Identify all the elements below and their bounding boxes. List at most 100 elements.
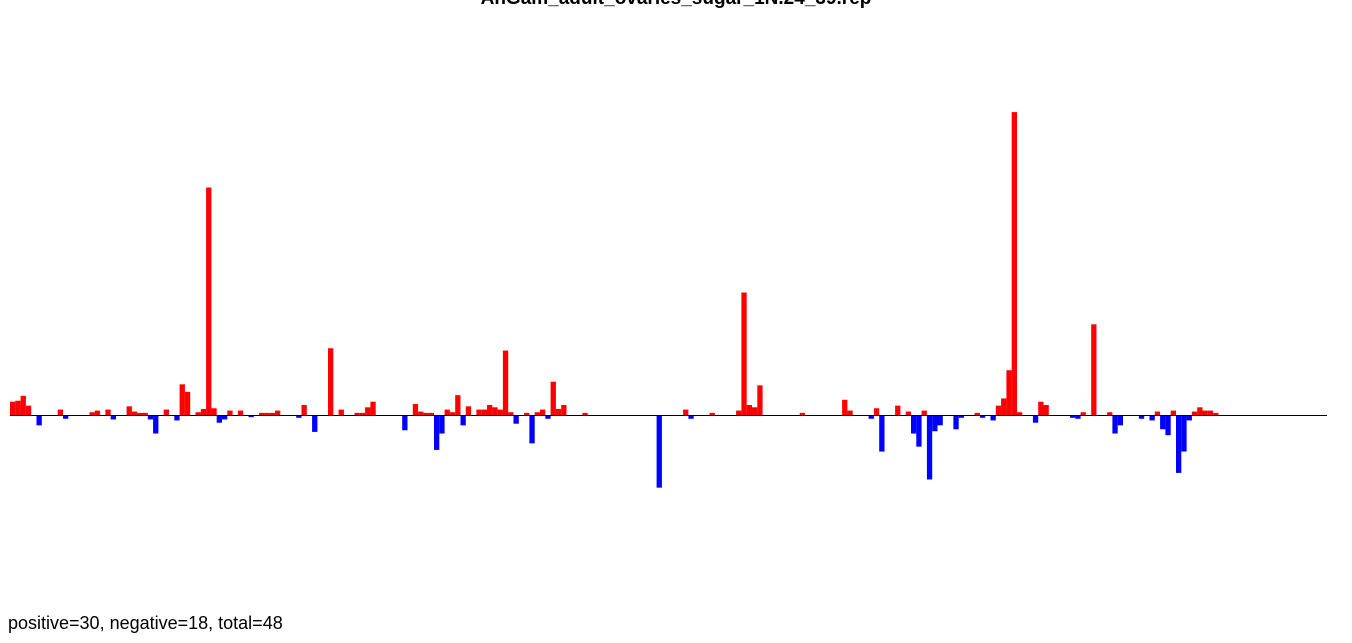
- bar-negative: [36, 415, 42, 426]
- bar-positive: [555, 408, 562, 416]
- bar-positive: [418, 411, 424, 416]
- bar-negative: [868, 415, 874, 419]
- bar-positive: [15, 400, 21, 416]
- bar-negative: [916, 415, 922, 447]
- bar-positive: [89, 412, 95, 416]
- bar-positive: [137, 412, 143, 416]
- bar-negative: [926, 415, 933, 480]
- bar-negative: [879, 415, 885, 452]
- bar-positive: [57, 409, 63, 416]
- bar-positive: [492, 407, 498, 416]
- bar-positive: [338, 409, 344, 416]
- bar-positive: [428, 412, 434, 416]
- bar-positive: [1202, 410, 1208, 416]
- bar-positive: [1213, 412, 1219, 416]
- bar-negative: [402, 415, 408, 431]
- bar-positive: [540, 409, 546, 416]
- bar-negative: [990, 415, 996, 421]
- bar-positive: [974, 412, 980, 416]
- bar-negative: [1149, 415, 1155, 421]
- bar-positive: [1043, 405, 1049, 416]
- bar-positive: [1011, 112, 1017, 416]
- bar-positive: [799, 412, 805, 416]
- bar-positive: [211, 408, 217, 416]
- bar-positive: [227, 410, 233, 416]
- bar-negative: [953, 415, 959, 430]
- bar-negative: [656, 415, 662, 488]
- bar-positive: [1017, 412, 1023, 416]
- bar-negative: [222, 415, 228, 420]
- bar-positive: [683, 409, 689, 416]
- bar-positive: [905, 411, 911, 416]
- bar-positive: [746, 405, 752, 416]
- bar-positive: [365, 407, 371, 416]
- bar-negative: [688, 415, 694, 419]
- bar-positive: [423, 412, 429, 416]
- bar-positive: [1038, 401, 1044, 416]
- bar-positive: [200, 408, 207, 416]
- bar-positive: [1191, 411, 1198, 416]
- bar-positive: [550, 381, 556, 416]
- bar-positive: [301, 405, 307, 416]
- bar-positive: [741, 292, 747, 416]
- bar-positive: [455, 395, 461, 416]
- bar-positive: [508, 412, 514, 416]
- bar-positive: [179, 384, 185, 416]
- bar-positive: [195, 412, 201, 416]
- bar-positive: [481, 409, 487, 416]
- bar-positive: [206, 187, 212, 416]
- bar-negative: [1176, 415, 1182, 473]
- bar-positive: [1006, 370, 1012, 416]
- bar-positive: [1091, 324, 1097, 416]
- bar-positive: [444, 409, 450, 416]
- bar-positive: [895, 405, 901, 416]
- bar-negative: [1160, 415, 1166, 430]
- bar-negative: [312, 415, 318, 432]
- bar-negative: [545, 415, 551, 419]
- bar-positive: [10, 401, 16, 416]
- bar-positive: [842, 399, 848, 416]
- bar-negative: [979, 415, 986, 418]
- bar-positive: [487, 405, 493, 416]
- bar-positive: [449, 412, 456, 416]
- bar-positive: [354, 412, 360, 416]
- bar-negative: [937, 415, 943, 426]
- bar-positive: [524, 412, 530, 416]
- bar-positive: [126, 406, 132, 416]
- bar-positive: [259, 412, 265, 416]
- bar-negative: [1075, 415, 1081, 419]
- bar-positive: [237, 410, 244, 416]
- bar-positive: [25, 405, 32, 416]
- bar-negative: [958, 415, 964, 418]
- bar-positive: [847, 410, 853, 416]
- bar-negative: [1070, 415, 1076, 418]
- bar-positive: [131, 411, 138, 416]
- bar-positive: [163, 409, 169, 416]
- bar-negative: [1165, 415, 1171, 436]
- bar-negative: [63, 415, 69, 419]
- bar-positive: [534, 412, 540, 416]
- bar-positive: [757, 385, 763, 416]
- bar-positive: [184, 391, 191, 416]
- bar-negative: [216, 415, 222, 423]
- bar-positive: [275, 410, 281, 416]
- bar-positive: [502, 350, 509, 416]
- bar-negative: [147, 415, 154, 420]
- bar-group: [10, 112, 1219, 488]
- bar-negative: [248, 415, 254, 418]
- bar-negative: [296, 415, 302, 418]
- bar-positive: [752, 407, 758, 416]
- bar-negative: [153, 415, 159, 434]
- bar-negative: [439, 415, 445, 434]
- bar-positive: [465, 406, 472, 416]
- bar-negative: [1032, 415, 1039, 423]
- bar-positive: [582, 412, 588, 416]
- bar-positive: [1154, 411, 1161, 416]
- bar-positive: [269, 412, 275, 416]
- bar-positive: [1080, 412, 1086, 416]
- bar-positive: [1197, 407, 1203, 416]
- bar-negative: [460, 415, 466, 426]
- bar-positive: [561, 405, 567, 416]
- bar-negative: [529, 415, 535, 444]
